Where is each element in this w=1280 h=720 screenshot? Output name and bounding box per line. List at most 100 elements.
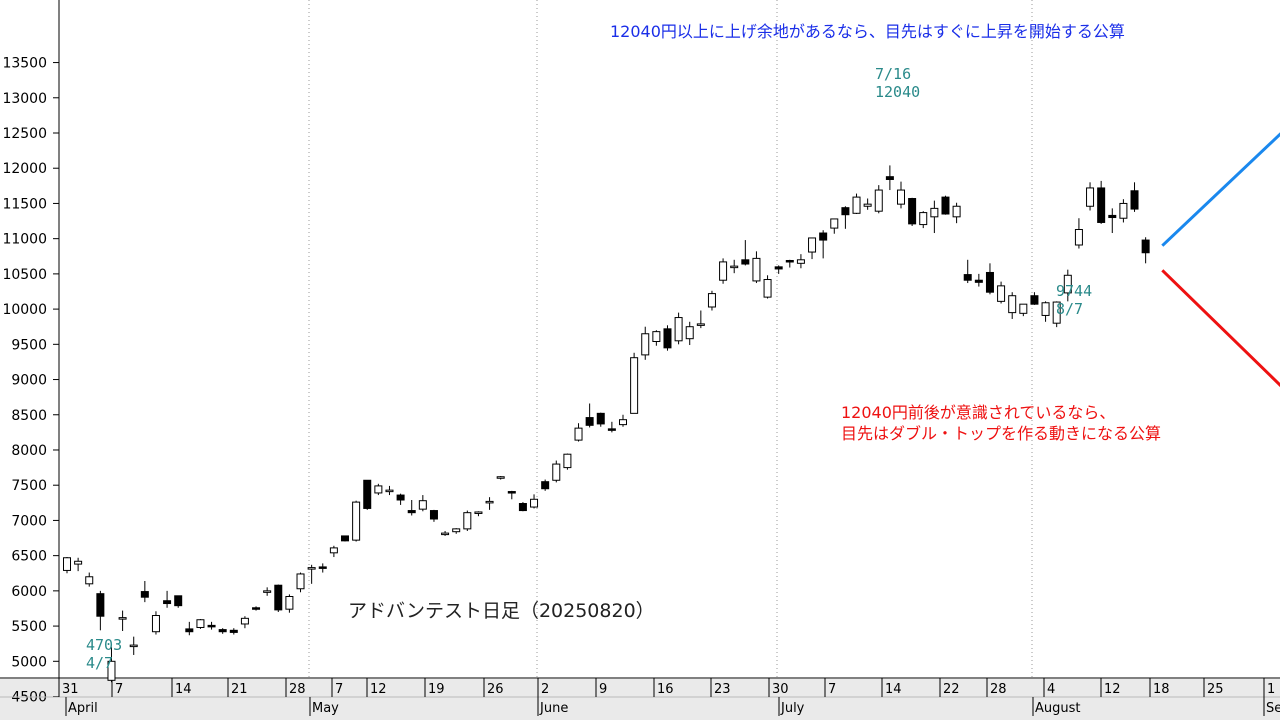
candle-body-up <box>652 331 661 343</box>
candle-body-up <box>863 203 872 207</box>
candle <box>1130 182 1139 212</box>
x-tick-label: 28 <box>990 682 1007 697</box>
candle <box>1108 208 1117 234</box>
y-tick-label: 9000 <box>11 373 47 389</box>
candle-body-up <box>796 259 805 264</box>
candle <box>897 181 905 209</box>
candle-body-up <box>619 419 627 426</box>
candle <box>418 495 427 512</box>
candle <box>85 572 94 587</box>
month-label: July <box>780 701 805 716</box>
candle <box>752 251 761 284</box>
candle <box>485 497 494 510</box>
annotation-high-value: 12040 <box>875 83 920 101</box>
candle <box>552 460 561 483</box>
candle-body-up <box>685 326 694 340</box>
candle-body-up <box>374 485 383 494</box>
candle <box>1097 180 1106 224</box>
candle-body-up <box>707 293 716 308</box>
candle <box>963 259 972 284</box>
candle-body-down <box>140 591 149 598</box>
candle <box>129 636 138 655</box>
candle <box>663 325 672 351</box>
candle-body-up <box>107 660 116 681</box>
candle <box>1074 218 1083 249</box>
candle-body-up <box>952 205 961 218</box>
candle-body-up <box>463 512 472 530</box>
y-tick-label: 7500 <box>11 478 47 494</box>
x-tick-label: 14 <box>885 682 902 697</box>
candle-body-up <box>474 511 483 514</box>
candle-body-up <box>830 218 839 229</box>
candle-body-down <box>974 279 983 283</box>
candle <box>274 584 283 612</box>
candle-body-down <box>252 607 261 610</box>
candle <box>719 258 728 284</box>
candle-body-up <box>452 528 461 533</box>
candle <box>819 230 828 259</box>
x-tick-label: 22 <box>943 682 960 697</box>
candle <box>352 500 361 542</box>
candle <box>396 493 405 505</box>
x-tick-label: 4 <box>1047 682 1055 697</box>
candle-body-down <box>785 259 794 263</box>
candle <box>530 494 539 509</box>
candle <box>441 530 450 536</box>
x-tick-label: 21 <box>231 682 248 697</box>
candle-body-up <box>485 500 494 504</box>
candle-body-up <box>897 189 905 205</box>
candle <box>252 606 261 611</box>
candle <box>474 511 483 517</box>
candle-body-up <box>1074 229 1083 246</box>
candle-body-down <box>207 624 216 628</box>
candle <box>151 611 160 635</box>
candle <box>107 647 116 683</box>
y-tick-label: 13500 <box>2 56 47 72</box>
x-tick-label: 19 <box>428 682 445 697</box>
candle-body-down <box>841 207 850 216</box>
candle-body-down <box>429 510 438 520</box>
candle <box>674 312 683 345</box>
candle <box>808 237 817 260</box>
candle <box>763 275 772 299</box>
candle-body-down <box>908 198 917 225</box>
candle-body-down <box>163 600 172 605</box>
y-tick-label: 9500 <box>11 337 47 353</box>
scenario-down-line-2: 目先はダブル・トップを作る動きになる公算 <box>841 424 1161 443</box>
scenario-down-line-1: 12040円前後が意識されているなら、 <box>841 403 1115 422</box>
candle <box>329 545 338 558</box>
candle-body-down <box>885 176 894 180</box>
candle <box>507 490 516 500</box>
chart-title: アドバンテスト日足（20250820） <box>348 600 655 622</box>
candle-body-down <box>229 629 238 633</box>
candle <box>997 281 1006 304</box>
candle <box>118 610 127 632</box>
candle-body-up <box>1119 202 1128 219</box>
candle-body-up <box>763 279 772 298</box>
candle <box>707 290 716 311</box>
y-tick-label: 12500 <box>2 126 47 142</box>
candle-body-up <box>1019 303 1028 314</box>
candle <box>74 557 83 572</box>
x-tick-label: 7 <box>828 682 836 697</box>
candle <box>207 621 216 630</box>
candle <box>730 259 739 274</box>
month-label: April <box>68 701 98 716</box>
annotation-low-date: 8/7 <box>1056 300 1083 318</box>
candle-body-down <box>941 196 950 215</box>
candle-body-down <box>174 595 183 607</box>
month-label: May <box>312 701 339 716</box>
candle <box>774 265 783 274</box>
candle-body-up <box>563 453 572 469</box>
x-tick-label: 9 <box>599 682 607 697</box>
candle <box>374 483 383 496</box>
candle <box>518 502 527 512</box>
candle-body-up <box>441 532 450 536</box>
candle <box>585 403 594 428</box>
candle-body-down <box>341 535 349 542</box>
candle-body-up <box>263 590 272 593</box>
y-tick-label: 10500 <box>2 267 47 283</box>
candle-body-up <box>674 317 683 342</box>
candle <box>541 479 550 491</box>
